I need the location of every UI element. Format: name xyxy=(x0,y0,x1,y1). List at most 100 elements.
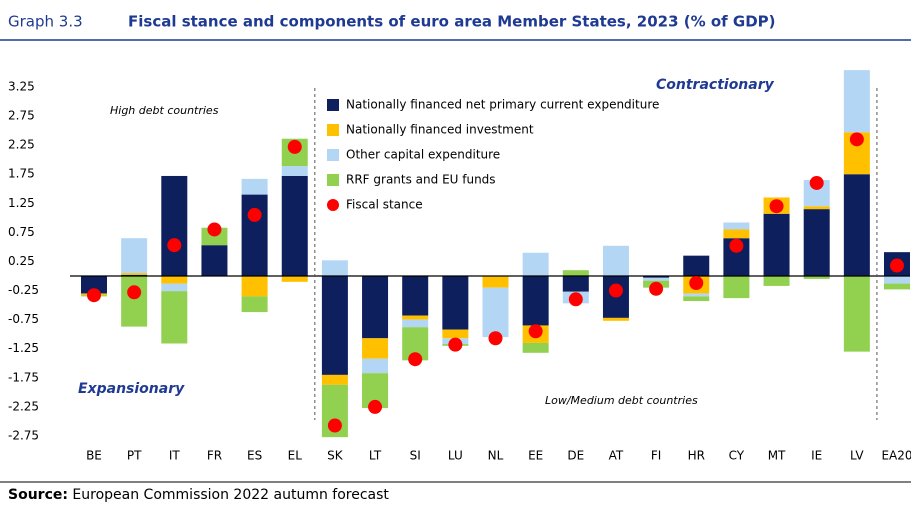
legend-label: Nationally financed net primary current … xyxy=(346,98,659,112)
bar xyxy=(321,374,348,385)
graph-label: Graph 3.3 xyxy=(8,13,83,31)
bar xyxy=(723,276,750,299)
fiscal-stance-dot xyxy=(207,222,222,237)
x-tick-label: PT xyxy=(127,449,142,463)
y-tick-label: -2.75 xyxy=(8,428,39,442)
bar xyxy=(362,358,389,374)
bar xyxy=(442,329,469,339)
bar xyxy=(362,338,389,359)
legend-swatch xyxy=(327,149,339,161)
bar xyxy=(241,178,268,195)
x-tick-label: MT xyxy=(768,449,786,463)
fiscal-stance-dot xyxy=(448,337,463,352)
x-tick-label: FR xyxy=(207,449,222,463)
fiscal-stance-dot xyxy=(167,238,182,253)
bar xyxy=(884,276,910,284)
fiscal-stance-dot xyxy=(649,281,664,296)
legend-swatch xyxy=(327,124,339,136)
y-tick-label: -1.25 xyxy=(8,341,39,355)
bar xyxy=(803,276,830,279)
x-tick-label: LV xyxy=(850,449,864,463)
bar xyxy=(602,317,629,321)
fiscal-stance-dot xyxy=(408,352,423,367)
legend-swatch xyxy=(327,174,339,186)
bar xyxy=(241,276,268,297)
legend-label: RRF grants and EU funds xyxy=(346,173,496,187)
bar xyxy=(161,283,188,292)
bar xyxy=(843,70,870,133)
bar xyxy=(281,276,308,282)
x-tick-label: IT xyxy=(169,449,181,463)
bar xyxy=(643,277,670,281)
x-tick-label: AT xyxy=(609,449,624,463)
annotation: Low/Medium debt countries xyxy=(545,394,698,407)
bar xyxy=(281,175,308,277)
annotation: High debt countries xyxy=(110,104,219,117)
x-tick-label: EL xyxy=(288,449,303,463)
bar xyxy=(281,166,308,176)
y-tick-label: 0.25 xyxy=(8,254,35,268)
bar xyxy=(602,245,629,277)
source: Source: European Commission 2022 autumn … xyxy=(8,487,389,503)
bar xyxy=(161,291,188,344)
bar xyxy=(402,276,429,316)
y-tick-label: 3.25 xyxy=(8,79,35,93)
bar xyxy=(402,315,429,320)
bar xyxy=(763,276,790,286)
y-tick-label: 0.75 xyxy=(8,225,35,239)
bar xyxy=(643,276,670,278)
y-tick-label: 2.75 xyxy=(8,109,35,123)
x-tick-label: LT xyxy=(369,449,382,463)
bar xyxy=(482,287,509,338)
bar xyxy=(201,245,228,277)
bar xyxy=(482,276,509,288)
chart-title: Fiscal stance and components of euro are… xyxy=(128,13,776,31)
legend-label: Fiscal stance xyxy=(346,198,423,212)
fiscal-stance-dot xyxy=(809,175,824,190)
bar xyxy=(121,238,148,274)
bar xyxy=(763,213,790,277)
bar xyxy=(522,342,549,353)
bar xyxy=(723,222,750,230)
y-tick-label: -0.25 xyxy=(8,283,39,297)
fiscal-stance-dot xyxy=(287,139,302,154)
y-tick-label: -1.75 xyxy=(8,370,39,384)
bar xyxy=(843,174,870,277)
fiscal-stance-dot xyxy=(368,399,383,414)
bar xyxy=(81,276,107,294)
fiscal-stance-dot xyxy=(568,292,583,307)
bar xyxy=(321,260,348,277)
fiscal-stance-dot xyxy=(327,418,342,433)
bar xyxy=(161,175,188,277)
bar xyxy=(522,252,549,277)
x-tick-label: CY xyxy=(729,449,745,463)
bar xyxy=(121,273,148,275)
bar xyxy=(442,276,469,330)
bar xyxy=(241,194,268,277)
y-tick-label: -0.75 xyxy=(8,312,39,326)
legend-label: Nationally financed investment xyxy=(346,123,534,137)
fiscal-stance-dot xyxy=(127,285,142,300)
bar xyxy=(562,276,589,292)
fiscal-stance-dot xyxy=(488,331,503,346)
annotation: Contractionary xyxy=(656,77,775,93)
bar xyxy=(522,276,549,326)
x-tick-label: NL xyxy=(488,449,504,463)
fiscal-stance-dot xyxy=(890,258,904,273)
y-tick-label: 1.75 xyxy=(8,167,35,181)
fiscal-stance-dot xyxy=(528,324,543,339)
bar xyxy=(362,276,389,339)
x-tick-label: SK xyxy=(327,449,344,463)
x-tick-label: BE xyxy=(86,449,102,463)
fiscal-stance-dot xyxy=(769,199,784,214)
bar xyxy=(562,270,589,277)
legend-marker xyxy=(327,199,339,211)
y-tick-label: -2.25 xyxy=(8,399,39,413)
x-tick-label: DE xyxy=(567,449,584,463)
bar xyxy=(121,276,148,327)
bar xyxy=(843,276,870,352)
fiscal-stance-dot xyxy=(689,275,704,290)
fiscal-stance-dot xyxy=(729,238,744,253)
bar xyxy=(723,229,750,239)
